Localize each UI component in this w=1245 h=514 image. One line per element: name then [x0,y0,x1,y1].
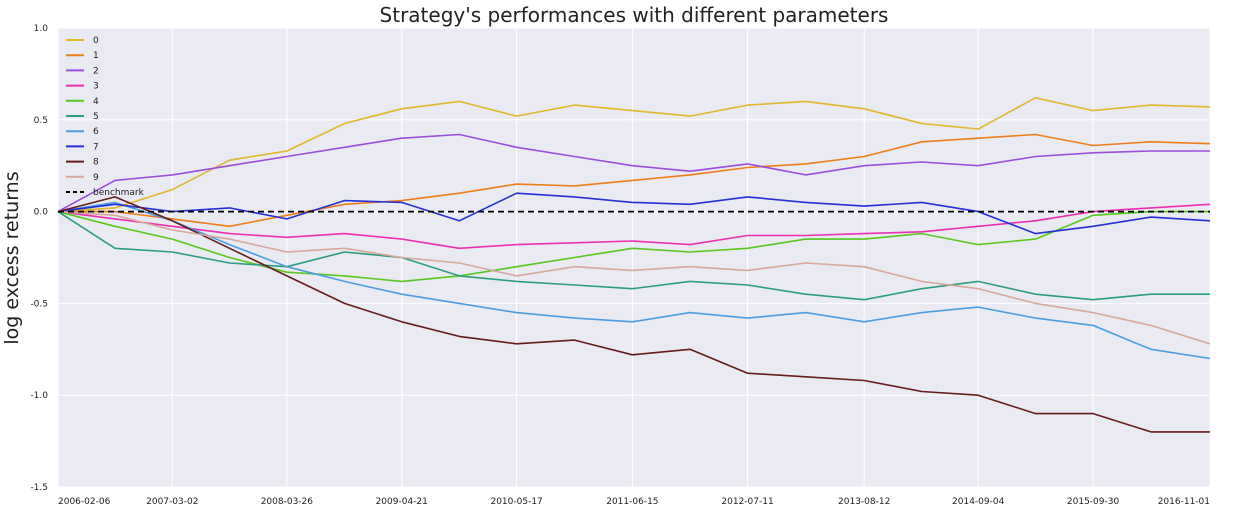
series-line-3 [57,203,1211,250]
x-tick-label: 2006-02-06 [58,497,111,507]
x-tick-label: 2009-04-21 [376,497,428,507]
y-tick-label: -0.5 [30,299,48,309]
legend-label: 0 [93,36,99,46]
legend: 0 1 2 3 4 5 6 7 8 9 benchmark [66,36,145,198]
x-axis-ticks: 2006-02-06 2007-03-02 2008-03-26 2009-04-21… [58,497,1210,507]
legend-label: 4 [93,97,99,107]
series-lines [57,97,1211,433]
series-line-5 [57,210,1210,301]
x-tick-label: 2010-05-17 [490,497,542,507]
series-line-9 [57,210,1211,345]
series-line-4 [57,210,1210,283]
y-axis-ticks: 1.0 0.5 0.0 -0.5 -1.0 -1.5 [30,24,48,493]
x-tick-label: 2015-09-30 [1067,497,1120,507]
x-tick-label: 2008-03-26 [261,497,314,507]
y-tick-label: 1.0 [34,24,49,34]
x-tick-label: 2011-06-15 [606,497,658,507]
legend-label: 2 [93,66,99,76]
x-tick-label: 2016-11-01 [1158,497,1210,507]
x-tick-label: 2007-03-02 [146,497,198,507]
x-tick-label: 2012-07-11 [721,497,773,507]
legend-label: 6 [93,127,99,137]
legend-label: 5 [93,112,99,122]
series-line-6 [57,201,1211,360]
legend-label: 3 [93,82,99,92]
y-tick-label: 0.5 [34,116,48,126]
x-tick-label: 2014-09-04 [952,497,1005,507]
legend-label: 1 [93,51,99,61]
legend-label: 8 [93,158,99,168]
y-tick-label: -1.0 [30,391,48,401]
legend-label: benchmark [93,188,145,198]
series-line-2 [57,133,1210,213]
series-line-1 [58,133,1211,228]
legend-label: 9 [93,173,99,183]
chart-title: Strategy's performances with different p… [380,3,889,27]
y-axis-label: log excess returns [1,171,23,344]
series-line-0 [57,97,1211,213]
y-tick-label: 0.0 [34,208,49,218]
legend-label: 7 [93,142,99,152]
y-tick-label: -1.5 [30,483,48,493]
x-tick-label: 2013-08-12 [838,497,890,507]
series-line-8 [57,196,1210,433]
